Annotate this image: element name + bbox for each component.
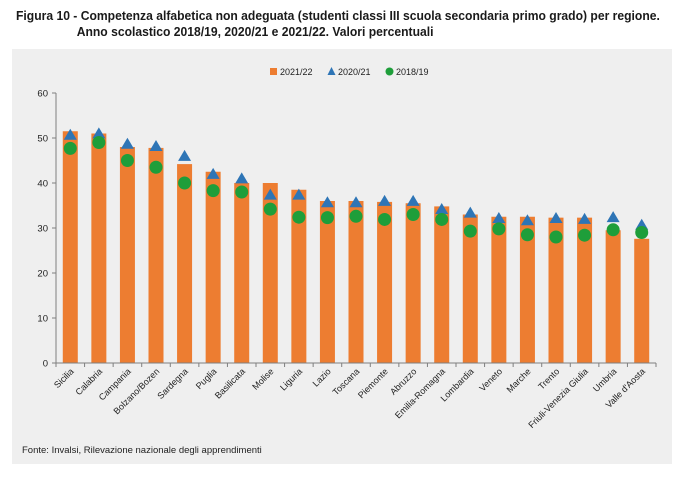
legend-label: 2020/21 xyxy=(338,67,371,77)
marker-2018-19 xyxy=(120,154,134,167)
chart-title-line2: Anno scolastico 2018/19, 2020/21 e 2021/… xyxy=(76,24,434,39)
y-tick-label: 30 xyxy=(37,224,48,235)
bar-2021-22 xyxy=(519,216,535,363)
marker-2020-21 xyxy=(492,212,506,223)
bar-2021-22 xyxy=(462,214,478,363)
x-tick-label: Molise xyxy=(250,366,275,391)
marker-2018-19 xyxy=(206,184,220,198)
bar-2021-22 xyxy=(119,147,135,363)
bar-2021-22 xyxy=(262,183,278,363)
marker-2020-21 xyxy=(120,137,134,149)
legend-label: 2018/19 xyxy=(396,67,429,77)
marker-2020-21 xyxy=(63,128,77,140)
bar-2021-22 xyxy=(148,147,164,363)
y-tick-label: 20 xyxy=(37,269,48,280)
marker-2020-21 xyxy=(149,140,163,151)
bar-2021-22 xyxy=(348,201,364,363)
marker-2018-19 xyxy=(63,141,77,155)
marker-2020-21 xyxy=(606,211,620,223)
marker-2018-19 xyxy=(606,223,620,237)
marker-2018-19 xyxy=(492,222,506,236)
y-tick-label: 50 xyxy=(37,134,48,145)
bar-2021-22 xyxy=(434,206,450,363)
legend-swatch-2018-19 xyxy=(385,67,394,76)
marker-2020-21 xyxy=(578,212,592,224)
marker-2018-19 xyxy=(520,228,534,242)
bar-2021-22 xyxy=(177,164,193,363)
bar-2021-22 xyxy=(319,201,335,363)
x-tick-label: Marche xyxy=(505,366,533,394)
legend-swatch-2020-21 xyxy=(327,67,336,75)
marker-2018-19 xyxy=(406,208,420,221)
chart-title: Figura 10 - Competenza alfabetica non ad… xyxy=(16,8,660,40)
bar-2021-22 xyxy=(377,201,393,363)
chart-title-line1: Figura 10 - Competenza alfabetica non ad… xyxy=(16,8,660,23)
bar-2021-22 xyxy=(577,217,593,363)
marker-2018-19 xyxy=(463,224,477,238)
x-tick-label: Umbria xyxy=(591,366,619,394)
x-tick-label: Piemonte xyxy=(356,366,390,400)
bar-2021-22 xyxy=(405,203,421,363)
marker-2020-21 xyxy=(178,149,192,161)
marker-2018-19 xyxy=(92,136,106,149)
bar-2021-22 xyxy=(605,230,621,363)
marker-2018-19 xyxy=(635,226,649,239)
y-tick-label: 60 xyxy=(37,89,48,100)
marker-2020-21 xyxy=(92,127,106,139)
marker-2020-21 xyxy=(378,194,392,206)
marker-2018-19 xyxy=(149,160,163,174)
x-tick-label: Liguria xyxy=(278,366,304,392)
marker-2018-19 xyxy=(292,210,306,224)
marker-2020-21 xyxy=(235,172,249,184)
marker-2020-21 xyxy=(549,212,563,223)
x-tick-label: Puglia xyxy=(194,366,219,391)
bar-2021-22 xyxy=(234,183,250,363)
x-tick-label: Sicilia xyxy=(52,366,76,390)
marker-2018-19 xyxy=(349,209,363,223)
bar-2021-22 xyxy=(548,217,564,363)
x-tick-label: Lazio xyxy=(311,366,333,388)
marker-2020-21 xyxy=(435,203,449,214)
marker-2018-19 xyxy=(378,212,392,226)
marker-2020-21 xyxy=(520,214,534,226)
y-tick-label: 0 xyxy=(43,359,48,370)
marker-2018-19 xyxy=(235,185,249,199)
marker-2020-21 xyxy=(463,206,477,218)
bar-2021-22 xyxy=(491,216,507,363)
bar-2021-22 xyxy=(91,133,107,363)
x-tick-label: Veneto xyxy=(477,366,504,393)
x-tick-label: Basilicata xyxy=(213,366,247,400)
marker-2020-21 xyxy=(320,196,334,208)
bar-2021-22 xyxy=(205,171,221,363)
marker-2018-19 xyxy=(578,228,592,242)
marker-2020-21 xyxy=(406,194,420,206)
marker-2018-19 xyxy=(549,230,563,244)
x-tick-label: Sardegna xyxy=(155,366,190,401)
marker-2018-19 xyxy=(178,176,192,190)
legend-swatch-2021-22 xyxy=(270,68,277,75)
marker-2018-19 xyxy=(435,212,449,226)
marker-2018-19 xyxy=(263,202,277,216)
marker-2020-21 xyxy=(206,167,220,179)
bar-2021-22 xyxy=(291,189,307,363)
y-tick-label: 10 xyxy=(37,314,48,325)
legend-label: 2021/22 xyxy=(280,67,313,77)
y-tick-label: 40 xyxy=(37,179,48,190)
bar-2021-22 xyxy=(62,131,78,363)
marker-2020-21 xyxy=(349,196,363,208)
marker-2020-21 xyxy=(292,188,306,200)
source-note: Fonte: Invalsi, Rilevazione nazionale de… xyxy=(22,445,262,456)
marker-2018-19 xyxy=(320,211,334,225)
x-tick-label: Trento xyxy=(536,366,561,391)
bar-2021-22 xyxy=(634,238,650,363)
marker-2020-21 xyxy=(263,188,277,200)
x-tick-label: Emilia-Romagna xyxy=(393,366,447,420)
